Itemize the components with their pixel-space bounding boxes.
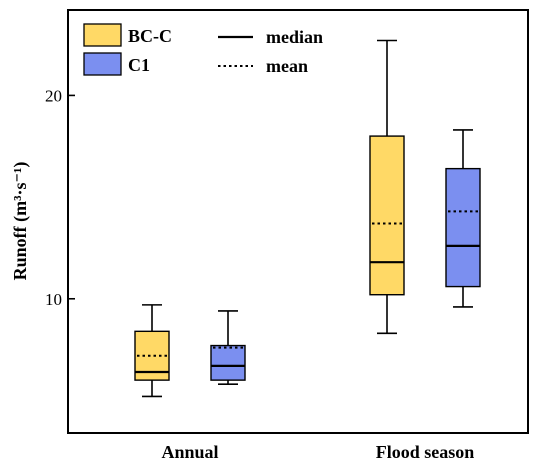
box-bc-c-flood-season (369, 39, 405, 335)
legend: BC-C C1 median mean (83, 23, 323, 76)
box-c1-flood-season (445, 129, 481, 308)
plot-frame (67, 9, 529, 434)
legend-label-c1: C1 (128, 55, 150, 75)
y-tick-label: 20 (45, 86, 62, 105)
y-axis-label: Runoff (m³·s⁻¹) (10, 162, 31, 281)
axes-layer (67, 9, 529, 434)
x-category-label: Flood season (376, 442, 475, 462)
box-iqr (445, 167, 481, 288)
legend-label-median: median (266, 27, 323, 47)
x-category-labels: Annual Flood season (161, 442, 474, 462)
box-c1-annual (210, 310, 246, 385)
x-category-label: Annual (161, 442, 218, 462)
legend-swatch-c1 (83, 52, 122, 76)
y-ticks: 10 20 (45, 86, 75, 309)
box-iqr (210, 344, 246, 381)
box-iqr (369, 135, 405, 296)
legend-swatch-bc-c (83, 23, 122, 47)
box-bc-c-annual (134, 304, 170, 398)
legend-label-mean: mean (266, 56, 308, 76)
y-tick-label: 10 (45, 290, 62, 309)
legend-label-bc-c: BC-C (128, 26, 172, 46)
boxes-layer (134, 39, 481, 398)
